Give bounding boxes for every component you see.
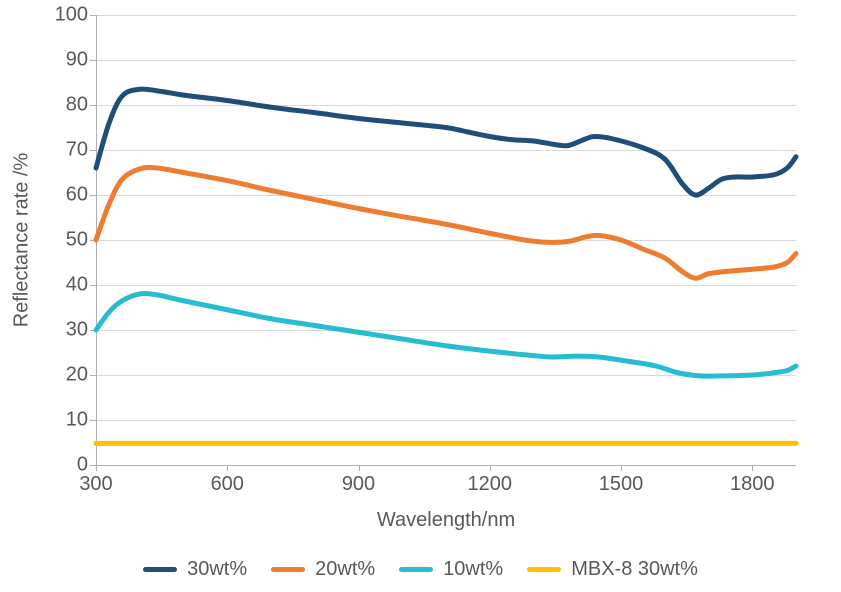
legend-swatch xyxy=(271,567,305,572)
x-tick-label: 600 xyxy=(211,473,244,496)
x-tick-label: 900 xyxy=(342,473,375,496)
legend-label: 20wt% xyxy=(315,558,375,581)
x-axis-title: Wavelength/nm xyxy=(377,509,515,532)
legend-item: 30wt% xyxy=(143,558,247,581)
reflectance-line-chart: 0102030405060708090100300600900120015001… xyxy=(0,0,841,592)
legend-item: MBX-8 30wt% xyxy=(527,558,698,581)
legend-label: 30wt% xyxy=(187,558,247,581)
y-tick-label: 70 xyxy=(66,139,88,162)
legend-swatch xyxy=(399,567,433,572)
y-tick-label: 100 xyxy=(55,4,88,27)
x-tick-label: 300 xyxy=(79,473,112,496)
legend-item: 10wt% xyxy=(399,558,503,581)
y-axis-title: Reflectance rate /% xyxy=(11,153,34,328)
y-tick-label: 50 xyxy=(66,229,88,252)
series-line xyxy=(96,294,796,377)
legend-swatch xyxy=(527,567,561,572)
chart-legend: 30wt% 20wt% 10wt% MBX-8 30wt% xyxy=(0,558,841,581)
x-tick-label: 1200 xyxy=(468,473,513,496)
y-tick-label: 20 xyxy=(66,364,88,387)
series-line xyxy=(96,168,796,279)
x-tick-label: 1500 xyxy=(599,473,644,496)
legend-label: 10wt% xyxy=(443,558,503,581)
y-tick-label: 40 xyxy=(66,274,88,297)
legend-swatch xyxy=(143,567,177,572)
y-tick-label: 90 xyxy=(66,49,88,72)
series-layer xyxy=(96,15,796,465)
legend-item: 20wt% xyxy=(271,558,375,581)
x-tick-label: 1800 xyxy=(730,473,775,496)
legend-label: MBX-8 30wt% xyxy=(571,558,698,581)
y-tick-label: 80 xyxy=(66,94,88,117)
plot-area: 0102030405060708090100300600900120015001… xyxy=(96,15,796,465)
y-tick-label: 30 xyxy=(66,319,88,342)
y-tick-label: 10 xyxy=(66,409,88,432)
series-line xyxy=(96,89,796,195)
x-axis-line xyxy=(96,465,796,466)
y-tick-label: 60 xyxy=(66,184,88,207)
